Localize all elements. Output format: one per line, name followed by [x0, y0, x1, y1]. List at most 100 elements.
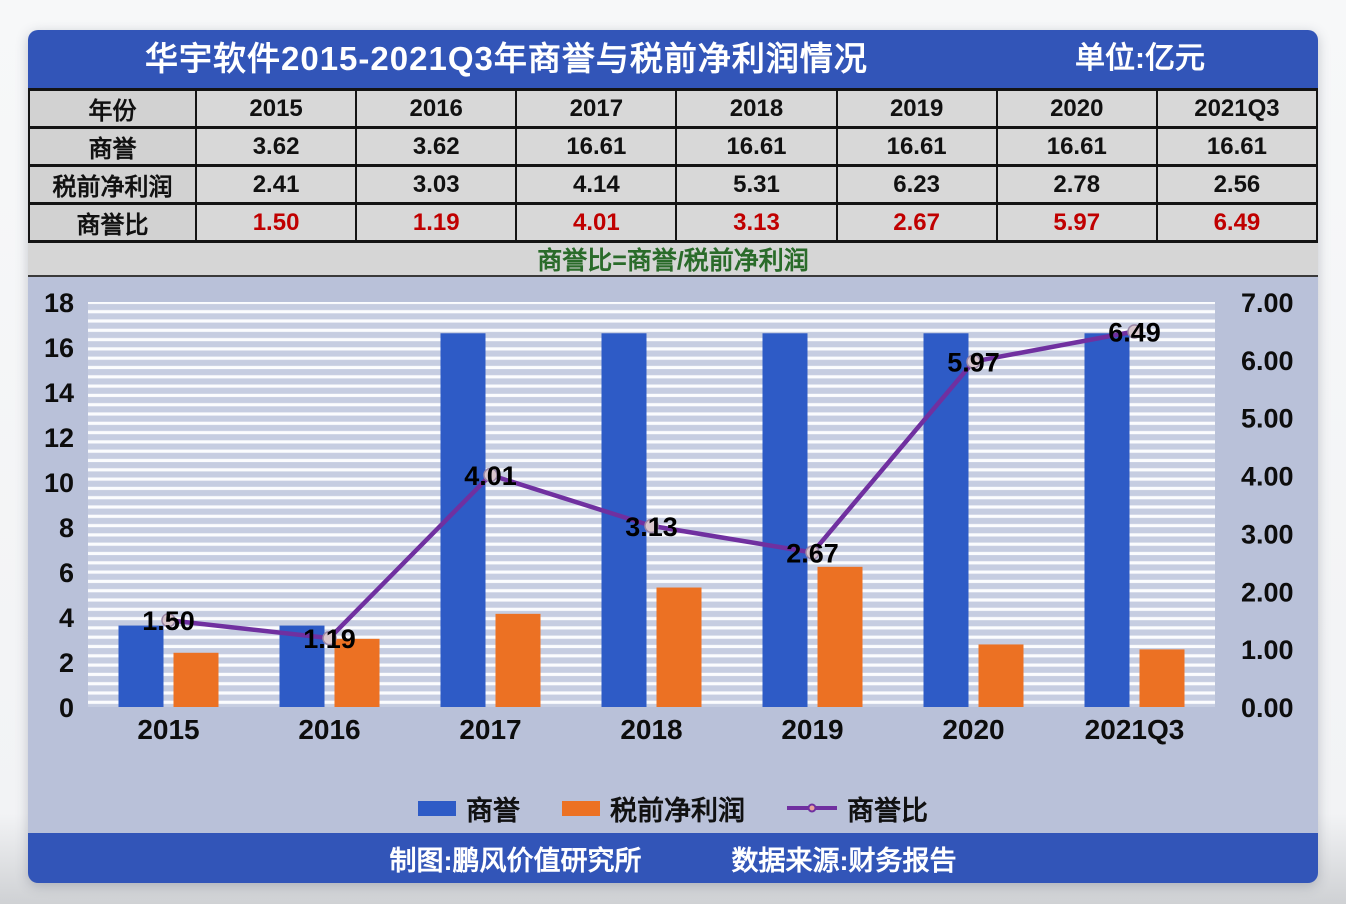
data-label: 6.49	[1108, 318, 1161, 348]
table-header-row: 年份 2015 2016 2017 2018 2019 2020 2021Q3	[28, 88, 1319, 129]
bar-税前净利润	[656, 587, 702, 707]
table-cell: 2015	[194, 88, 358, 129]
legend-item-商誉: 商誉	[418, 789, 520, 828]
x-axis-label: 2018	[620, 714, 682, 745]
left-axis-tick: 18	[44, 288, 74, 318]
line-marker	[966, 354, 981, 369]
unit-label: 单位:亿元	[1075, 42, 1205, 75]
bar-商誉	[279, 625, 325, 707]
table-cell: 3.62	[194, 126, 358, 167]
x-axis-label: 2019	[781, 714, 843, 745]
table-cell: 5.31	[675, 164, 838, 205]
right-axis-tick: 4.00	[1241, 462, 1294, 492]
legend-label: 税前净利润	[610, 795, 745, 826]
legend-item-税前净利润: 税前净利润	[562, 789, 745, 828]
table-cell: 2.41	[194, 164, 358, 205]
data-label: 4.01	[464, 461, 517, 491]
left-axis-tick: 8	[59, 513, 74, 543]
data-label: 1.50	[142, 606, 195, 636]
bar-税前净利润	[173, 652, 219, 707]
data-table: 年份 2015 2016 2017 2018 2019 2020 2021Q3 …	[28, 88, 1319, 243]
right-axis-tick: 3.00	[1241, 519, 1294, 549]
right-axis-tick: 5.00	[1241, 404, 1294, 434]
right-axis-tick: 2.00	[1241, 577, 1294, 607]
bar-税前净利润	[978, 644, 1024, 707]
bar-税前净利润	[495, 613, 541, 707]
table-cell: 2.67	[835, 202, 998, 243]
x-axis-label: 2017	[459, 714, 521, 745]
legend-label: 商誉比	[847, 795, 928, 826]
table-cell: 2.78	[995, 164, 1158, 205]
right-axis-tick: 1.00	[1241, 635, 1294, 665]
legend-item-商誉比: 商誉比	[787, 789, 928, 828]
right-axis-tick: 6.00	[1241, 346, 1294, 376]
table-cell: 2.56	[1155, 164, 1319, 205]
table-cell: 16.61	[1155, 126, 1319, 167]
table-cell: 4.01	[515, 202, 678, 243]
left-axis-tick: 2	[59, 648, 74, 678]
bar-税前净利润	[334, 638, 380, 707]
table-cell: 4.14	[515, 164, 678, 205]
left-axis-tick: 10	[44, 468, 74, 498]
data-source: 数据来源:财务报告	[731, 845, 957, 876]
bar-商誉	[118, 625, 164, 707]
table-cell: 16.61	[675, 126, 838, 167]
bar-商誉	[762, 333, 808, 707]
table-cell: 2017	[515, 88, 678, 129]
left-axis-tick: 6	[59, 558, 74, 588]
line-marker	[161, 612, 176, 628]
data-label: 2.67	[786, 539, 839, 569]
table-row-goodwill: 商誉 3.62 3.62 16.61 16.61 16.61 16.61 16.…	[28, 126, 1319, 167]
line-marker	[322, 630, 337, 646]
table-row-ratio: 商誉比 1.50 1.19 4.01 3.13 2.67 5.97 6.49	[28, 202, 1319, 243]
table-cell: 2019	[835, 88, 998, 129]
data-label: 1.19	[303, 624, 356, 654]
line-marker	[1127, 324, 1142, 339]
line-marker	[644, 518, 659, 534]
x-axis-label: 2020	[942, 714, 1004, 745]
chart-legend: 商誉 税前净利润 商誉比	[28, 778, 1318, 838]
left-axis-tick: 12	[44, 423, 74, 453]
table-cell: 16.61	[835, 126, 998, 167]
table-cell: 年份	[28, 88, 197, 129]
chart-panel: 0 2 4 6 8 10 12 14 16 18 0.00 1.00 2.00 3.00 4.00 5.00 6…	[28, 277, 1318, 833]
table-cell: 3.03	[355, 164, 518, 205]
table-row-profit: 税前净利润 2.41 3.03 4.14 5.31 6.23 2.78 2.56	[28, 164, 1319, 205]
x-axis-label: 2015	[137, 714, 199, 745]
right-axis-tick: 7.00	[1241, 288, 1294, 318]
table-cell: 6.23	[835, 164, 998, 205]
bar-税前净利润	[1139, 649, 1185, 707]
chart-credit: 制图:鹏风价值研究所	[389, 845, 642, 876]
table-cell: 2020	[995, 88, 1158, 129]
bar-税前净利润	[817, 566, 863, 707]
table-cell: 商誉比	[28, 202, 197, 243]
table-cell: 16.61	[515, 126, 678, 167]
table-cell: 6.49	[1155, 202, 1319, 243]
x-axis-label: 2021Q3	[1085, 714, 1185, 745]
table-cell: 税前净利润	[28, 164, 197, 205]
table-cell: 2021Q3	[1155, 88, 1319, 129]
left-axis-tick: 16	[44, 333, 74, 363]
left-axis-tick: 0	[59, 693, 74, 723]
x-axis-label: 2016	[298, 714, 360, 745]
data-label: 3.13	[625, 512, 678, 542]
left-axis-tick: 14	[44, 378, 74, 408]
legend-line-dot-icon	[807, 803, 817, 813]
table-cell: 1.19	[355, 202, 518, 243]
table-cell: 2016	[355, 88, 518, 129]
footer-bar: 制图:鹏风价值研究所 数据来源:财务报告	[28, 833, 1318, 883]
legend-swatch-icon	[418, 800, 456, 816]
bar-商誉	[923, 333, 969, 707]
table-cell: 16.61	[995, 126, 1158, 167]
legend-label: 商誉	[466, 795, 520, 826]
table-cell: 3.13	[675, 202, 838, 243]
line-marker	[483, 467, 498, 483]
table-cell: 3.62	[355, 126, 518, 167]
page-title: 华宇软件2015-2021Q3年商誉与税前净利润情况	[145, 40, 868, 77]
report-card: 华宇软件2015-2021Q3年商誉与税前净利润情况 单位:亿元 年份 2015…	[28, 30, 1319, 883]
right-axis-tick: 0.00	[1241, 693, 1294, 723]
line-marker	[805, 545, 820, 560]
title-bar: 华宇软件2015-2021Q3年商誉与税前净利润情况 单位:亿元	[28, 30, 1318, 88]
table-cell: 商誉	[28, 126, 197, 167]
combo-chart: 0 2 4 6 8 10 12 14 16 18 0.00 1.00 2.00 3.00 4.00 5.00 6…	[44, 288, 1294, 745]
